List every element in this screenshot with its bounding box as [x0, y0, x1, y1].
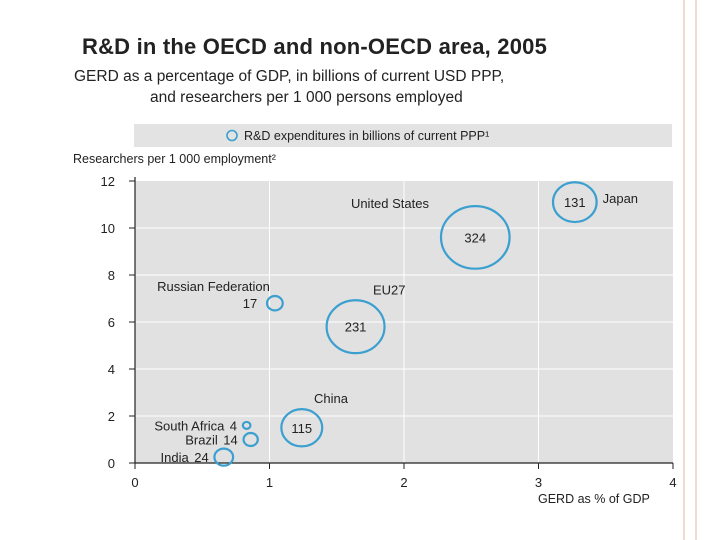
bubbles: 131 Japan 324 United States 231 EU27 17 Russian…: [154, 181, 638, 467]
legend-box: [134, 124, 672, 147]
x-tick-label: 3: [535, 475, 542, 490]
point-name-label: Japan: [603, 191, 638, 206]
point-name-label: South Africa: [154, 418, 225, 433]
y-tick-label: 0: [108, 456, 115, 471]
bubble-value-label: 115: [291, 421, 312, 436]
bubble-value-label: 231: [345, 320, 367, 335]
legend-label: R&D expenditures in billions of current …: [244, 129, 489, 143]
grid-lines: [135, 181, 673, 463]
point-name-label: Russian Federation: [157, 279, 270, 294]
x-axis-label: GERD as % of GDP: [538, 492, 650, 506]
y-tick-label: 6: [108, 315, 115, 330]
chart-subtitle: GERD as a percentage of GDP, in billions…: [74, 66, 504, 108]
point-name-label: India: [161, 450, 190, 465]
bubble-russian-federation: [265, 294, 284, 312]
circle-icon: [226, 129, 238, 142]
bubble-value-label: 24: [194, 450, 208, 465]
bubble-japan: [551, 181, 598, 224]
chart-subtitle-line-1: GERD as a percentage of GDP, in billions…: [74, 68, 505, 85]
x-tick-label: 4: [669, 475, 676, 490]
point-name-label: China: [314, 391, 349, 406]
bubble-china: [280, 408, 324, 448]
y-tick-label: 4: [108, 362, 115, 377]
bubble-eu27: [325, 299, 386, 355]
bubble-value-label: 14: [223, 433, 237, 448]
y-axis-label: Researchers per 1 000 employment²: [73, 152, 276, 166]
y-tick-label: 12: [101, 174, 115, 189]
x-tick-label: 2: [400, 475, 407, 490]
slide-decoration-line-right: [695, 0, 697, 540]
bubble-india: [213, 447, 235, 467]
point-name-label: EU27: [373, 282, 406, 297]
point-name-label: United States: [351, 196, 430, 211]
bubble-value-label: 324: [464, 230, 486, 245]
bubble-value-label: 4: [230, 418, 237, 433]
bubble-value-label: 131: [564, 195, 586, 210]
bubble-brazil: [242, 431, 259, 448]
chart-subtitle-line-2: and researchers per 1 000 persons employ…: [150, 89, 463, 106]
bubble-value-label: 17: [243, 296, 257, 311]
slide-decoration-line-left: [683, 0, 685, 540]
x-tick-label: 0: [131, 475, 138, 490]
y-tick-label: 2: [108, 409, 115, 424]
bubble-united-states: [439, 204, 511, 270]
point-name-label: Brazil: [185, 433, 218, 448]
chart-title: R&D in the OECD and non-OECD area, 2005: [82, 34, 547, 59]
bubble-south-africa: [241, 420, 252, 430]
y-tick-label: 10: [101, 221, 115, 236]
x-tick-label: 1: [266, 475, 273, 490]
y-tick-label: 8: [108, 268, 115, 283]
